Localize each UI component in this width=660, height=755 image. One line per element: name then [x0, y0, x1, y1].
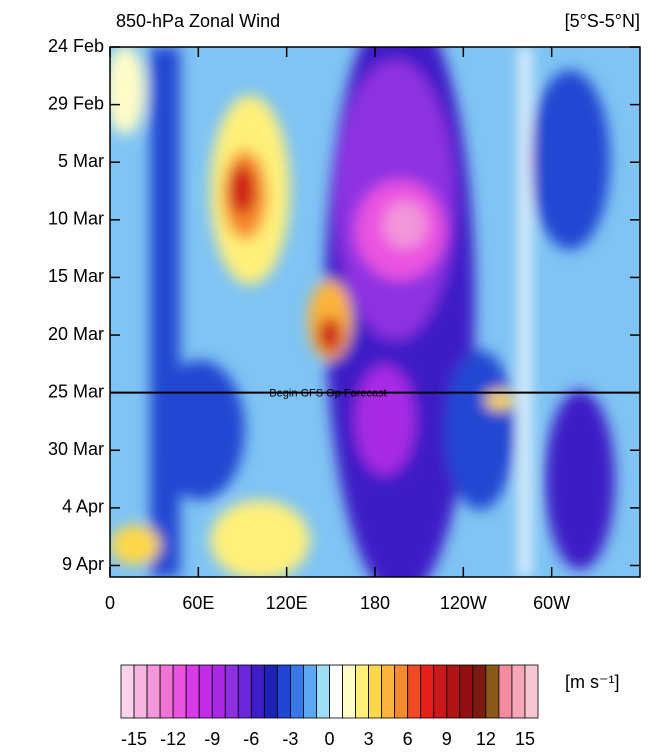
colorbar-box: [133, 664, 148, 719]
colorbar-box: [316, 664, 330, 719]
colorbar-box: [263, 664, 278, 719]
y-tick-label: 4 Apr: [62, 497, 104, 517]
colorbar-box: [433, 664, 448, 719]
colorbar-box: [276, 664, 291, 719]
colorbar-box: [472, 664, 487, 719]
colorbar-box: [407, 664, 422, 719]
x-tick-label: 60W: [533, 593, 570, 613]
colorbar-label: 15: [515, 729, 535, 749]
colorbar-box: [237, 664, 252, 719]
colorbar-label: -9: [204, 729, 220, 749]
y-tick-label: 10 Mar: [48, 209, 104, 229]
colorbar-box: [211, 664, 226, 719]
colorbar-box: [290, 664, 304, 719]
colorbar-box: [524, 664, 539, 719]
chart-title: 850-hPa Zonal Wind: [116, 11, 280, 31]
colorbar-label: -15: [121, 729, 147, 749]
y-tick-label: 24 Feb: [48, 36, 104, 56]
x-tick-label: 60E: [182, 593, 214, 613]
colorbar-box: [172, 664, 187, 719]
y-tick-label: 29 Feb: [48, 93, 104, 113]
colorbar-box: [420, 664, 435, 719]
colorbar-unit: [m s⁻¹]: [565, 672, 620, 692]
x-tick-label: 0: [105, 593, 115, 613]
colorbar-box: [303, 664, 317, 719]
colorbar-box: [159, 664, 174, 719]
colorbar-box: [185, 664, 200, 719]
x-tick-label: 180: [360, 593, 390, 613]
colorbar-label: 9: [442, 729, 452, 749]
field: [110, 47, 640, 577]
colorbar-label: 0: [324, 729, 334, 749]
colorbar-box: [511, 664, 526, 719]
colorbar-box: [498, 664, 513, 719]
colorbar-box: [329, 664, 343, 719]
annotation: Begin GFS Op Forecast: [269, 388, 386, 400]
y-tick-label: 15 Mar: [48, 266, 104, 286]
colorbar-label: 3: [364, 729, 374, 749]
colorbar-box: [250, 664, 265, 719]
colorbar-box: [198, 664, 213, 719]
colorbar-box: [224, 664, 239, 719]
colorbar-box: [355, 664, 369, 719]
colorbar-box: [342, 664, 356, 719]
colorbar-label: 12: [476, 729, 496, 749]
colorbar-box: [446, 664, 461, 719]
y-tick-label: 20 Mar: [48, 324, 104, 344]
y-tick-label: 25 Mar: [48, 381, 104, 401]
colorbar-box: [485, 664, 500, 719]
colorbar-label: -3: [282, 729, 298, 749]
colorbar-label: -12: [160, 729, 186, 749]
x-tick-label: 120E: [266, 593, 308, 613]
x-tick-label: 120W: [440, 593, 487, 613]
colorbar-label: 6: [403, 729, 413, 749]
y-tick-label: 5 Mar: [58, 151, 104, 171]
y-tick-label: 9 Apr: [62, 554, 104, 574]
colorbar-box: [146, 664, 161, 719]
colorbar-box: [394, 664, 409, 719]
colorbar-box: [368, 664, 383, 719]
colorbar-label: -6: [243, 729, 259, 749]
colorbar-box: [459, 664, 474, 719]
subtitle: [5°S-5°N]: [565, 11, 640, 31]
y-tick-label: 30 Mar: [48, 439, 104, 459]
colorbar-box: [381, 664, 396, 719]
colorbar-box: [120, 664, 135, 719]
